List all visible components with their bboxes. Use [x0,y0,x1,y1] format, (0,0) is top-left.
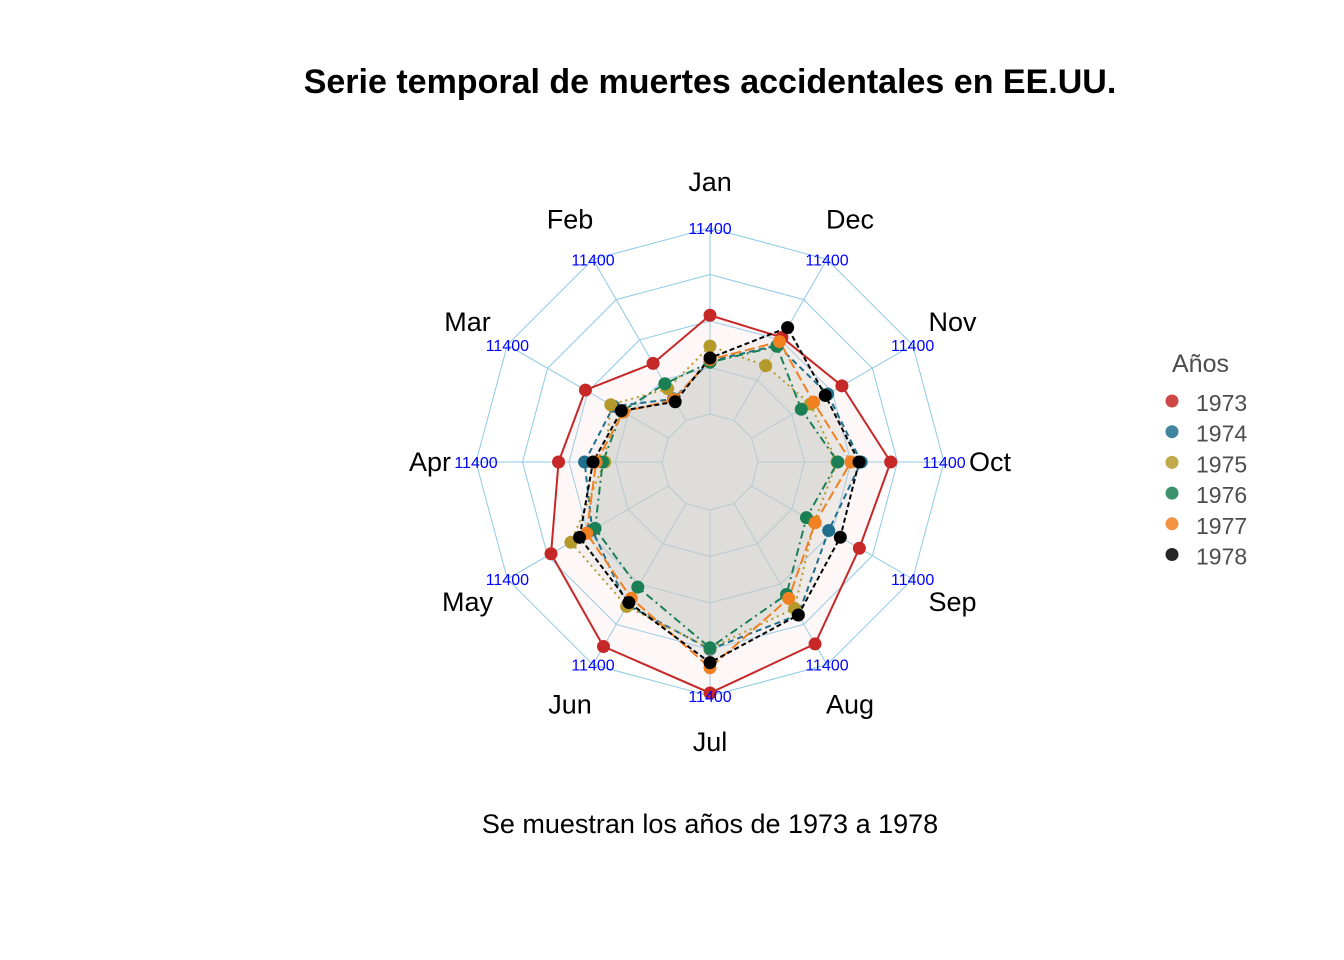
month-label-Sep: Sep [928,587,976,617]
series-point-1978-Jun [622,596,636,610]
grid-spoke [733,503,828,665]
month-label-Oct: Oct [969,447,1012,477]
chart-caption: Se muestran los años de 1973 a 1978 [482,809,938,839]
legend-key-1976 [1165,486,1179,500]
axis-tick-label: 11400 [571,658,614,675]
month-label-Apr: Apr [409,447,451,477]
series-point-1973-Jan [703,308,717,322]
series-point-1973-Sep [852,541,866,555]
axis-tick-label: 11400 [571,252,614,269]
series-point-1978-Mar [614,404,628,418]
legend-label-1976: 1976 [1196,482,1247,508]
series-point-1977-Dec [773,335,787,349]
series-point-1978-Oct [852,455,866,469]
series-point-1973-May [544,547,558,561]
series-point-1975-Dec [759,359,773,373]
series-area-1976 [595,346,838,648]
series-point-1978-Jul [703,656,717,670]
series-layer [544,308,898,700]
month-label-Mar: Mar [444,307,491,337]
series-point-1973-Nov [835,379,849,393]
series-point-1975-Mar [604,398,618,412]
series-point-1976-Feb [658,377,672,391]
series-area-1975 [570,346,837,649]
month-label-Feb: Feb [547,205,594,235]
legend-key-1973 [1165,394,1179,408]
series-point-1976-Jun [631,580,645,594]
series-point-1975-Jan [703,339,717,353]
series-point-1973-Jun [596,640,610,654]
series-point-1974-Sep [822,524,836,538]
series-point-1973-Aug [808,637,822,651]
month-label-Nov: Nov [928,307,977,337]
legend-label-1975: 1975 [1196,451,1247,477]
legend-label-1977: 1977 [1196,513,1247,539]
axis-tick-label: 11400 [486,572,529,589]
series-point-1978-Aug [791,608,805,622]
series-point-1973-Mar [578,383,592,397]
series-point-1973-Oct [884,455,898,469]
axis-tick-label: 11400 [454,455,497,472]
month-label-Dec: Dec [826,205,874,235]
series-area-1977 [586,341,851,668]
series-point-1976-Nov [794,402,808,416]
series-area-1978 [579,327,860,663]
axis-tick-label: 11400 [891,572,934,589]
month-label-Jul: Jul [693,727,728,757]
legend-key-1975 [1165,455,1179,469]
series-point-1976-Jul [703,641,717,655]
series-point-1973-Jul [703,686,717,700]
legend-title: Años [1172,350,1229,378]
axis-labels: 11400Jan11400Feb11400Mar11400Apr11400May… [409,167,1012,757]
series-point-1976-Oct [831,455,845,469]
axis-tick-label: 11400 [891,338,934,355]
series-point-1978-Jan [703,351,717,365]
series-point-1973-Feb [646,356,660,370]
month-label-May: May [442,587,494,617]
legend: Años 1973 1974 1975 1976 1977 1978 [1165,350,1247,570]
series-point-1977-Aug [782,591,796,605]
legend-label-1973: 1973 [1196,390,1247,416]
series-point-1978-Nov [818,388,832,402]
series-point-1978-Dec [781,321,795,335]
axis-tick-label: 11400 [486,338,529,355]
series-point-1978-May [573,530,587,544]
series-point-1978-Apr [586,455,600,469]
legend-label-1974: 1974 [1196,421,1247,447]
legend-key-1974 [1165,425,1179,439]
legend-key-1978 [1165,548,1179,561]
legend-label-1978: 1978 [1196,544,1247,570]
axis-tick-label: 11400 [805,658,848,675]
series-point-1978-Feb [668,395,682,409]
series-point-1977-Sep [808,516,822,530]
series-point-1978-Sep [833,530,847,544]
legend-key-1977 [1165,517,1179,531]
series-point-1973-Apr [552,455,566,469]
series-point-1977-Nov [807,395,821,409]
axis-tick-label: 11400 [688,689,731,706]
axis-tick-label: 11400 [922,455,965,472]
axis-tick-label: 11400 [805,252,848,269]
month-label-Aug: Aug [826,689,874,719]
axis-tick-label: 11400 [688,221,731,238]
chart-title: Serie temporal de muertes accidentales e… [304,63,1117,101]
month-label-Jan: Jan [688,167,732,197]
month-label-Jun: Jun [548,689,592,719]
